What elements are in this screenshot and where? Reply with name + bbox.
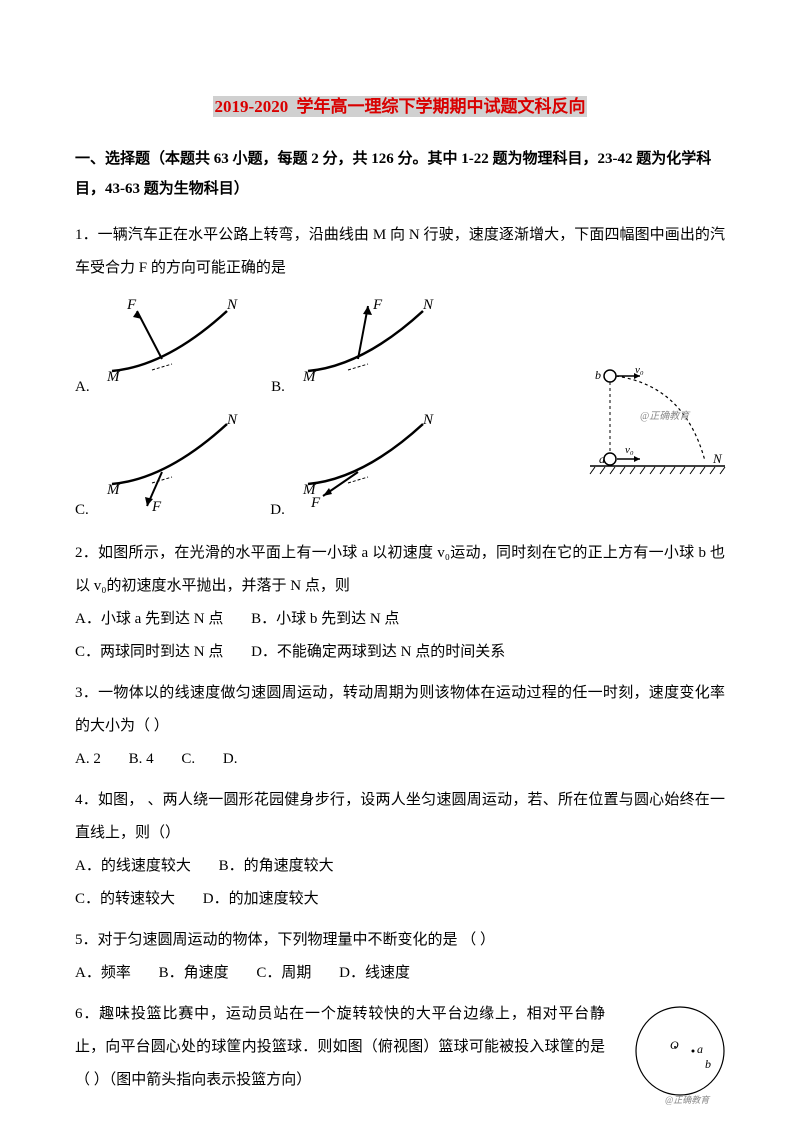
q1-optA-label: A. (75, 371, 90, 404)
q1-figD: M N F (293, 414, 443, 527)
title-year: 2019-2020 (213, 96, 291, 117)
svg-text:a: a (697, 1042, 703, 1056)
q2-num: 2． (75, 545, 98, 561)
svg-text:@正确教育: @正确教育 (665, 1095, 711, 1105)
exam-title: 2019-2020 学年高一理综下学期期中试题文科反向 (75, 90, 725, 124)
q4-body: 如图， 、两人绕一圆形花园健身步行，设两人坐匀速圆周运动，若、所在位置与圆心始终… (75, 792, 725, 841)
q4-optB: B．的角速度较大 (219, 850, 334, 883)
figD-N: N (422, 414, 434, 428)
q3-optA: A. 2 (75, 743, 101, 776)
q2-optC: C．两球同时到达 N 点 (75, 636, 223, 669)
q5-optB: B．角速度 (159, 957, 229, 990)
q2-options2: C．两球同时到达 N 点 D．不能确定两球到达 N 点的时间关系 (75, 636, 725, 669)
q1-optC-label: C. (75, 494, 89, 527)
q3-optC: C. (181, 743, 195, 776)
q1-optD-label: D. (270, 494, 285, 527)
svg-text:b: b (595, 368, 601, 382)
q4-options2: C．的转速较大 D．的加速度较大 (75, 883, 725, 916)
q3-body: 一物体以的线速度做匀速圆周运动，转动周期为则该物体在运动过程的任一时刻，速度变化… (75, 685, 725, 734)
figA-M: M (106, 369, 121, 385)
question-6: 6．趣味投篮比赛中，运动员站在一个旋转较快的大平台边缘上，相对平台静止，向平台圆… (75, 998, 725, 1097)
q1-text: 1．一辆汽车正在水平公路上转弯，沿曲线由 M 向 N 行驶，速度逐渐增大，下面四… (75, 219, 725, 285)
svg-text:O: O (670, 1038, 679, 1052)
q4-options: A．的线速度较大 B．的角速度较大 (75, 850, 725, 883)
q5-optD: D．线速度 (339, 957, 410, 990)
q6-num: 6． (75, 1006, 99, 1022)
q2-optA: A．小球 a 先到达 N 点 (75, 603, 223, 636)
figB-N: N (422, 297, 434, 313)
q1-num: 1． (75, 227, 98, 243)
figA-N: N (226, 297, 238, 313)
figC-N: N (226, 414, 238, 428)
svg-text:b: b (705, 1057, 711, 1071)
svg-text:v₀: v₀ (635, 364, 644, 376)
q4-optC: C．的转速较大 (75, 883, 175, 916)
question-3: 3．一物体以的线速度做匀速圆周运动，转动周期为则该物体在运动过程的任一时刻，速度… (75, 677, 725, 776)
q3-options: A. 2 B. 4 C. D. (75, 743, 725, 776)
q1-figA: M N F (97, 291, 247, 404)
exam-page: 2019-2020 学年高一理综下学期期中试题文科反向 一、选择题（本题共 63… (0, 0, 800, 1145)
q2-body: 如图所示，在光滑的水平面上有一小球 a 以初速度 v₀运动，同时刻在它的正上方有… (75, 545, 725, 594)
figD-F: F (310, 495, 321, 511)
q5-optC: C．周期 (256, 957, 311, 990)
figB-M: M (302, 369, 317, 385)
question-5: 5．对于匀速圆周运动的物体，下列物理量中不断变化的是 （ ） A．频率 B．角速… (75, 924, 725, 990)
question-1: 1．一辆汽车正在水平公路上转弯，沿曲线由 M 向 N 行驶，速度逐渐增大，下面四… (75, 219, 725, 527)
q2-optB: B．小球 b 先到达 N 点 (251, 603, 399, 636)
q2-optD: D．不能确定两球到达 N 点的时间关系 (251, 636, 505, 669)
q3-text: 3．一物体以的线速度做匀速圆周运动，转动周期为则该物体在运动过程的任一时刻，速度… (75, 677, 725, 743)
q5-optA: A．频率 (75, 957, 131, 990)
q6-figure: O a b @正确教育 (625, 1003, 735, 1121)
q4-optA: A．的线速度较大 (75, 850, 191, 883)
figB-F: F (372, 297, 383, 313)
q1-figC: M N F (97, 414, 247, 527)
q3-optB: B. 4 (129, 743, 154, 776)
q2-text: 2．如图所示，在光滑的水平面上有一小球 a 以初速度 v₀运动，同时刻在它的正上… (75, 537, 725, 603)
question-2: 2．如图所示，在光滑的水平面上有一小球 a 以初速度 v₀运动，同时刻在它的正上… (75, 537, 725, 669)
q4-optD: D．的加速度较大 (203, 883, 319, 916)
q1-optB-label: B. (271, 371, 285, 404)
figC-F: F (151, 499, 162, 514)
section-header: 一、选择题（本题共 63 小题，每题 2 分，共 126 分。其中 1-22 题… (75, 144, 725, 204)
q5-options: A．频率 B．角速度 C．周期 D．线速度 (75, 957, 725, 990)
figA-F: F (126, 297, 137, 313)
title-text: 学年高一理综下学期期中试题文科反向 (290, 96, 587, 117)
q1-body: 一辆汽车正在水平公路上转弯，沿曲线由 M 向 N 行驶，速度逐渐增大，下面四幅图… (75, 227, 725, 276)
question-4: 4．如图， 、两人绕一圆形花园健身步行，设两人坐匀速圆周运动，若、所在位置与圆心… (75, 784, 725, 916)
q4-text: 4．如图， 、两人绕一圆形花园健身步行，设两人坐匀速圆周运动，若、所在位置与圆心… (75, 784, 725, 850)
q3-optD: D. (223, 743, 238, 776)
figC-M: M (106, 482, 121, 498)
q2-options: A．小球 a 先到达 N 点 B．小球 b 先到达 N 点 (75, 603, 725, 636)
q3-num: 3． (75, 685, 98, 701)
q6-body: 趣味投篮比赛中，运动员站在一个旋转较快的大平台边缘上，相对平台静止，向平台圆心处… (75, 1006, 605, 1088)
q1-row-ab: A. M N F B. M N (75, 291, 725, 404)
q1-row-cd: C. M N F D. M N (75, 414, 725, 527)
q5-num: 5． (75, 932, 98, 948)
q5-text: 5．对于匀速圆周运动的物体，下列物理量中不断变化的是 （ ） (75, 924, 725, 957)
q1-figB: M N F (293, 291, 443, 404)
q5-body: 对于匀速圆周运动的物体，下列物理量中不断变化的是 （ ） (98, 932, 496, 948)
q4-num: 4． (75, 792, 98, 808)
